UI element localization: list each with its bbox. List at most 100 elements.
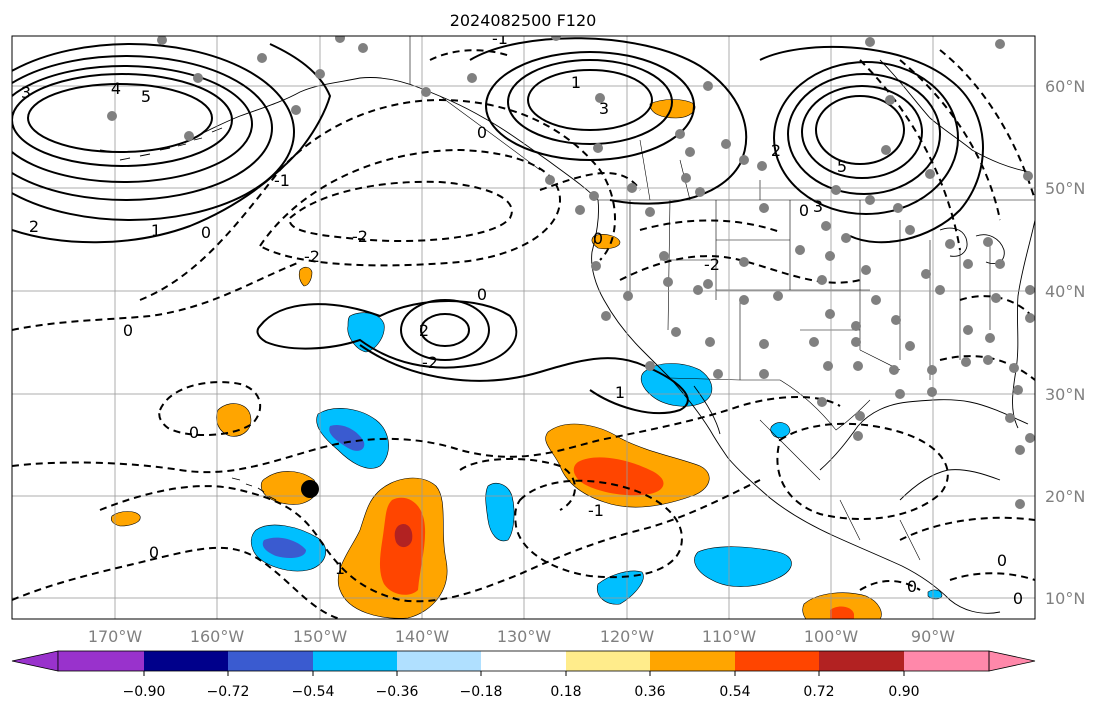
label-1-baja: 1 — [615, 383, 625, 402]
dash-south-1 — [12, 396, 841, 474]
lat-label: 40°N — [1045, 282, 1085, 301]
map-frame — [11, 35, 1036, 620]
label-0-east: 0 — [477, 123, 487, 142]
map-panel: 3 4 5 2 1 0 -1 -2 -2 0 0 2 -2 1 0 0 1 0 … — [12, 36, 1035, 619]
label-0-hawaii: 0 — [189, 423, 199, 442]
pacific-ring-2 — [400, 299, 490, 361]
label-3-gulf: 3 — [813, 197, 823, 216]
colorbar-tick-label: 0.72 — [803, 684, 834, 700]
label-neg2-west-us: -2 — [704, 255, 720, 274]
longitude-labels: 170°W 160°W 150°W 140°W 130°W 120°W 110°… — [88, 627, 955, 646]
lat-label: 60°N — [1045, 77, 1085, 96]
colorbar-tick-label: −0.54 — [292, 684, 335, 700]
aleutians — [119, 127, 223, 161]
us-mexico-border — [669, 377, 871, 431]
lon-label: 110°W — [702, 627, 757, 646]
colorbar-swatch — [58, 651, 144, 671]
hawaii-islands — [231, 477, 277, 501]
colorbar-swatch — [144, 651, 228, 671]
storm-marker — [301, 480, 319, 498]
socal-one — [359, 344, 689, 415]
dash-zero-west — [12, 261, 301, 331]
colorbar-frame — [57, 650, 990, 672]
lon-label: 130°W — [497, 627, 552, 646]
dash-southwest-loop — [158, 381, 262, 436]
nw-high-ring-3 — [12, 65, 253, 183]
blob-blue-small1 — [596, 570, 644, 605]
label-3-east: 3 — [599, 99, 609, 118]
colorbar-swatch — [481, 651, 566, 671]
blob-blue-cal1 — [347, 312, 385, 353]
colorbar-extend-high — [988, 650, 1036, 672]
lon-label: 120°W — [600, 627, 655, 646]
label-2-west: 2 — [29, 217, 39, 236]
colorbar-swatch — [650, 651, 735, 671]
blob-orange-far-sw — [110, 511, 141, 527]
lat-label: 50°N — [1045, 179, 1085, 198]
colorbar-swatch — [819, 651, 904, 671]
lat-label: 30°N — [1045, 385, 1085, 404]
colorbar-swatch — [735, 651, 819, 671]
bc-high-ring-4 — [469, 37, 748, 205]
label-neg2-low: -2 — [422, 353, 438, 372]
label-1-south: 1 — [335, 559, 345, 578]
colorbar-tick-label: 0.18 — [550, 684, 581, 700]
colorbar-swatch — [397, 651, 481, 671]
label-0-ring: 0 — [477, 285, 487, 304]
contour-value-labels: 3 4 5 2 1 0 -1 -2 -2 0 0 2 -2 1 0 0 1 0 … — [21, 36, 1023, 608]
lon-label: 100°W — [804, 627, 859, 646]
label-neg1-b: -1 — [588, 501, 604, 520]
pacific-ring-1 — [420, 313, 470, 347]
colorbar-tick-label: 0.36 — [634, 684, 665, 700]
dash-mid-loop — [459, 457, 576, 511]
label-0-west: 0 — [201, 223, 211, 242]
label-3-nw: 3 — [21, 83, 31, 102]
blob-red-bottom-right — [830, 606, 854, 619]
label-0-sw: 0 — [593, 229, 603, 248]
blob-darkblue-west2 — [262, 537, 306, 558]
blob-orange-bottom-right — [802, 592, 882, 619]
label-0-south: 0 — [149, 543, 159, 562]
solid-contours — [12, 37, 984, 415]
label-1-east: 1 — [571, 73, 581, 92]
lon-label: 150°W — [293, 627, 348, 646]
blob-orange-west — [216, 403, 252, 437]
colorbar-tick-label: 0.54 — [719, 684, 750, 700]
label-0-ec: 0 — [1013, 589, 1023, 608]
alaska-border — [409, 36, 541, 171]
colorbar-swatch — [566, 651, 650, 671]
east-high-ring-4 — [773, 61, 959, 215]
hudson-bay-edge — [879, 59, 1031, 173]
lat-label: 20°N — [1045, 487, 1085, 506]
label-0-centam: 0 — [907, 577, 917, 596]
colorbar-tick-label: −0.72 — [207, 684, 250, 700]
label-4-nw: 4 — [111, 79, 121, 98]
west-coast-us — [591, 199, 671, 379]
colorbar-extend-low — [11, 650, 59, 672]
dash-carib — [859, 516, 1035, 591]
colorbar-tick-label: −0.90 — [123, 684, 166, 700]
nw-high-ring-1 — [27, 83, 213, 153]
label-neg1-a: -1 — [274, 171, 290, 190]
dash-gulf-ring — [776, 422, 949, 521]
east-high-ring-1 — [815, 95, 905, 165]
label-2-low: 2 — [419, 321, 429, 340]
nw-high-ring-5 — [12, 43, 295, 221]
blob-darkred-southcentral — [394, 523, 413, 548]
colorbar: −0.90 −0.72 −0.54 −0.36 −0.18 0.18 0.36 … — [11, 650, 1036, 700]
colorbar-swatch — [228, 651, 313, 671]
nw-high-ring-4 — [12, 55, 273, 201]
gulf-coast — [819, 399, 1029, 501]
bc-high-ring-1 — [527, 69, 653, 131]
label-0-mid: 0 — [123, 321, 133, 340]
east-high-ring-3 — [787, 73, 941, 195]
bc-high-ring-2 — [507, 59, 673, 145]
blob-blue-mid-a — [485, 483, 515, 542]
blob-blue-mexico-s — [694, 546, 792, 587]
graticule — [12, 36, 1035, 619]
east-high-ring-5 — [759, 45, 984, 244]
colorbar-tick-label: 0.90 — [888, 684, 919, 700]
label-0-pacific: 0 — [997, 551, 1007, 570]
dash-gulf-alaska-1 — [288, 180, 513, 243]
